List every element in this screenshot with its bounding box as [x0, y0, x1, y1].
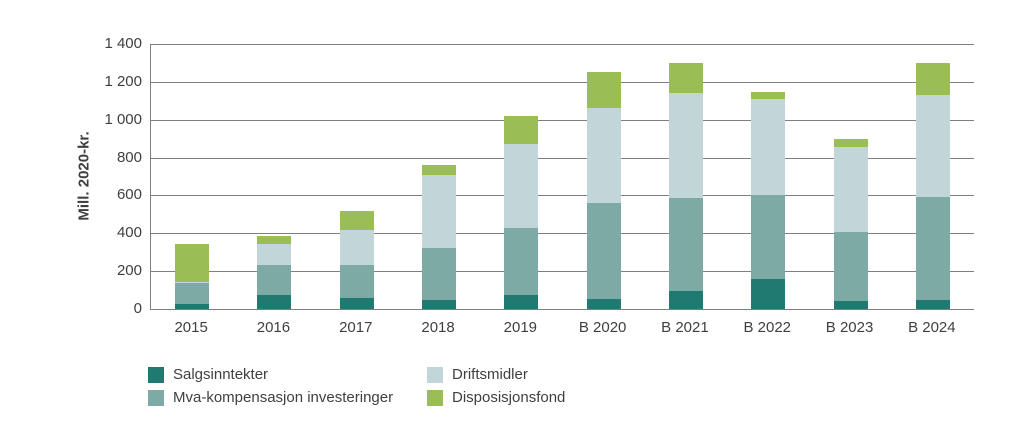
- segment-disposisjonsfond: [668, 62, 703, 94]
- legend-label: Salgsinntekter: [173, 366, 269, 383]
- legend-item-disposisjonsfond: Disposisjonsfond: [427, 389, 565, 406]
- segment-driftsmidler: [175, 281, 210, 284]
- bar-2015: [175, 44, 210, 309]
- legend-item-driftsmidler: Driftsmidler: [427, 366, 565, 383]
- segment-disposisjonsfond: [175, 243, 210, 282]
- legend-label: Driftsmidler: [452, 366, 528, 383]
- segment-salgsinntekter: [751, 278, 786, 309]
- segment-salgsinntekter: [586, 298, 621, 309]
- legend-label: Mva-kompensasjon investeringer: [173, 389, 394, 406]
- segment-salgsinntekter: [175, 304, 210, 309]
- x-tick-label: B 2024: [908, 319, 956, 336]
- segment-driftsmidler: [915, 95, 950, 198]
- gridline: [151, 81, 974, 83]
- segment-driftsmidler: [504, 144, 539, 228]
- segment-mva-kompensasjon: [586, 203, 621, 299]
- gridline: [151, 271, 974, 273]
- segment-mva-kompensasjon: [339, 265, 374, 298]
- bar-2016: [257, 44, 292, 309]
- y-tick-label: 0: [133, 300, 142, 317]
- x-tick-label: 2016: [256, 319, 291, 336]
- x-tick-label: 2015: [174, 319, 208, 336]
- y-tick-label: 1 200: [104, 72, 142, 90]
- x-tick-label: 2018: [421, 319, 455, 336]
- segment-mva-kompensasjon: [668, 198, 703, 292]
- segment-salgsinntekter: [833, 301, 868, 309]
- segment-disposisjonsfond: [586, 72, 621, 109]
- segment-mva-kompensasjon: [257, 264, 292, 295]
- segment-disposisjonsfond: [422, 165, 457, 175]
- bar-b-2021: [668, 44, 703, 309]
- segment-driftsmidler: [586, 108, 621, 203]
- legend: Salgsinntekter Mva-kompensasjon investeri…: [148, 366, 565, 406]
- segment-disposisjonsfond: [339, 210, 374, 230]
- x-tick-label: B 2020: [578, 319, 627, 336]
- legend-swatch-icon: [427, 389, 443, 406]
- segment-disposisjonsfond: [751, 92, 786, 99]
- y-axis-title: Mill. 2020-kr.: [75, 131, 93, 221]
- segment-driftsmidler: [422, 174, 457, 249]
- bar-2019: [504, 44, 539, 309]
- gridline: [151, 119, 974, 121]
- segment-driftsmidler: [833, 147, 868, 233]
- segment-driftsmidler: [751, 98, 786, 196]
- legend-swatch-icon: [148, 366, 164, 383]
- segment-disposisjonsfond: [915, 62, 950, 96]
- segment-salgsinntekter: [915, 300, 950, 309]
- gridline: [151, 195, 974, 197]
- x-tick-label: 2019: [503, 319, 538, 336]
- x-tick-label: 2017: [339, 319, 373, 336]
- y-tick-label: 800: [116, 148, 142, 166]
- bar-2017: [339, 44, 374, 309]
- segment-driftsmidler: [257, 243, 292, 265]
- segment-driftsmidler: [668, 93, 703, 199]
- y-tick-label: 200: [116, 262, 142, 280]
- segment-salgsinntekter: [668, 291, 703, 309]
- segment-mva-kompensasjon: [915, 197, 950, 301]
- legend-item-salgsinntekter: Salgsinntekter: [148, 366, 427, 383]
- segment-salgsinntekter: [257, 294, 292, 309]
- legend-label: Disposisjonsfond: [452, 389, 566, 406]
- segment-mva-kompensasjon: [504, 227, 539, 295]
- y-tick-label: 1 400: [104, 35, 142, 52]
- gridline: [151, 157, 974, 159]
- segment-salgsinntekter: [422, 299, 457, 309]
- legend-column: Salgsinntekter Mva-kompensasjon investeri…: [148, 366, 427, 406]
- segment-driftsmidler: [339, 229, 374, 266]
- gridline: [151, 233, 974, 235]
- y-tick-label: 600: [116, 186, 142, 204]
- x-tick-label: B 2022: [743, 319, 792, 336]
- segment-disposisjonsfond: [257, 236, 292, 244]
- bar-b-2020: [586, 44, 621, 309]
- legend-item-mva-kompensasjon: Mva-kompensasjon investeringer: [148, 389, 427, 406]
- segment-salgsinntekter: [504, 294, 539, 309]
- gridline: [151, 44, 974, 45]
- x-tick-label: B 2021: [661, 319, 709, 336]
- bar-b-2023: [833, 44, 868, 309]
- legend-swatch-icon: [427, 366, 443, 383]
- segment-mva-kompensasjon: [833, 232, 868, 302]
- plot-area: [150, 44, 974, 310]
- legend-swatch-icon: [148, 389, 164, 406]
- segment-disposisjonsfond: [504, 115, 539, 145]
- x-tick-label: B 2023: [825, 319, 874, 336]
- legend-column: Driftsmidler Disposisjonsfond: [427, 366, 565, 406]
- bar-b-2022: [751, 44, 786, 309]
- segment-mva-kompensasjon: [175, 283, 210, 305]
- segment-disposisjonsfond: [833, 138, 868, 148]
- y-tick-label: 1 000: [104, 110, 142, 128]
- y-tick-label: 400: [116, 224, 142, 242]
- segment-mva-kompensasjon: [751, 195, 786, 279]
- segment-salgsinntekter: [339, 297, 374, 309]
- bar-b-2024: [915, 44, 950, 309]
- bar-2018: [422, 44, 457, 309]
- segment-mva-kompensasjon: [422, 248, 457, 300]
